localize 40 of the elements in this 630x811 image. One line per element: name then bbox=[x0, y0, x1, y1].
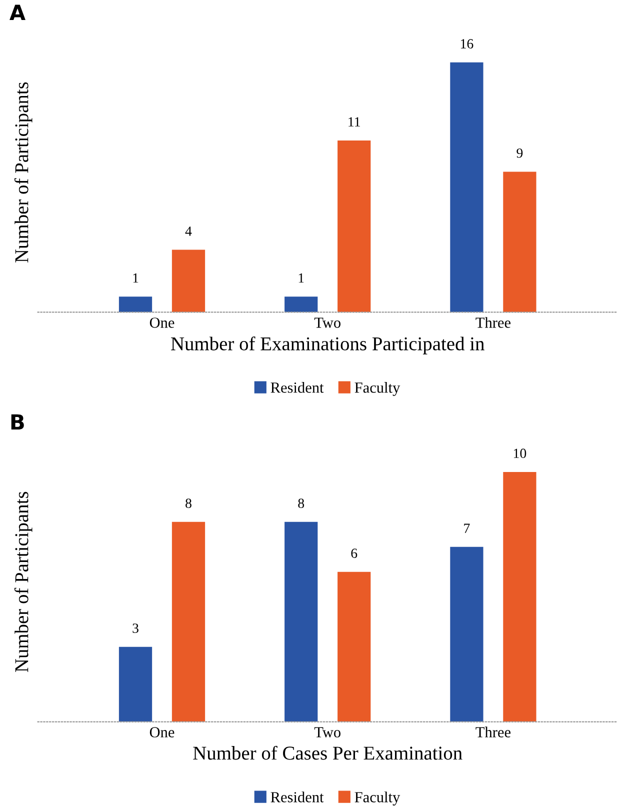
data-label: 9 bbox=[516, 148, 523, 158]
bar bbox=[118, 296, 152, 312]
data-label: 7 bbox=[464, 524, 470, 533]
x-axis-title: Number of Examinations Participated in bbox=[171, 336, 484, 354]
chart-title: A bbox=[10, 4, 26, 20]
data-label: 3 bbox=[132, 624, 138, 633]
data-label: 1 bbox=[298, 273, 304, 283]
data-label: 10 bbox=[514, 448, 526, 458]
data-label: 1 bbox=[133, 273, 138, 283]
bar bbox=[503, 172, 536, 312]
bar bbox=[338, 572, 371, 722]
legend-label: Faculty bbox=[354, 792, 400, 806]
bar bbox=[284, 522, 318, 722]
y-axis-title: Number of Participants bbox=[14, 82, 32, 262]
data-label: 16 bbox=[460, 39, 474, 48]
x-tick-label: One bbox=[150, 727, 174, 738]
x-axis-title: Number of Cases Per Examination bbox=[193, 746, 462, 760]
x-tick-label: Three bbox=[476, 317, 510, 328]
bar bbox=[172, 522, 206, 722]
bar bbox=[450, 546, 484, 722]
y-axis-title: Number of Participants bbox=[14, 492, 32, 672]
bar bbox=[503, 472, 536, 722]
bar bbox=[450, 62, 484, 312]
legend-label: Faculty bbox=[354, 382, 400, 396]
bar bbox=[284, 296, 318, 312]
x-tick-label: Three bbox=[476, 726, 510, 738]
data-label: 4 bbox=[185, 226, 192, 236]
x-tick-label: One bbox=[150, 318, 174, 328]
x-tick-label: Two bbox=[314, 727, 340, 738]
bar bbox=[118, 646, 152, 722]
x-tick-label: Two bbox=[314, 318, 340, 328]
chart-title: B bbox=[11, 414, 24, 430]
legend-label: Resident bbox=[270, 382, 324, 393]
bar bbox=[338, 140, 371, 312]
data-label: 8 bbox=[298, 498, 304, 508]
bar bbox=[172, 250, 206, 312]
legend-label: Resident bbox=[270, 792, 324, 802]
data-label: 6 bbox=[351, 548, 358, 558]
data-label: 11 bbox=[348, 117, 360, 126]
data-label: 8 bbox=[186, 498, 192, 508]
